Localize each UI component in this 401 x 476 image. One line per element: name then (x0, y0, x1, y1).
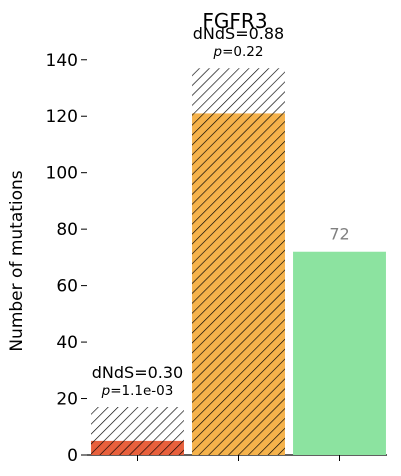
dnds-annotation: dNdS=0.88 (193, 24, 284, 43)
observed-bar-hatch (91, 440, 184, 455)
y-tick-label: 0 (67, 446, 78, 466)
value-label: 72 (329, 225, 349, 244)
annotations: dNdS=0.30p=1.1e-03 dNdS=0.88p=0.22 72 (92, 24, 350, 399)
y-tick-label: 140 (46, 51, 78, 71)
p-value-annotation: p=0.22 (213, 44, 264, 60)
dnds-annotation: dNdS=0.30 (92, 363, 183, 382)
axes: 0 20 40 60 80 100 120 140 (46, 51, 387, 466)
bars (91, 68, 386, 455)
y-tick-label: 20 (56, 390, 78, 410)
y-tick-label: 60 (56, 277, 78, 297)
y-tick-label: 120 (46, 107, 78, 127)
p-value-annotation: p=1.1e-03 (101, 383, 174, 399)
observed-bar (293, 251, 386, 455)
y-tick-label: 80 (56, 220, 78, 240)
chart-title: FGFR3 (202, 9, 267, 33)
y-tick-label: 40 (56, 333, 78, 353)
y-tick-label: 100 (46, 164, 78, 184)
observed-bar-hatch (192, 113, 285, 455)
y-axis-label: Number of mutations (7, 170, 27, 351)
